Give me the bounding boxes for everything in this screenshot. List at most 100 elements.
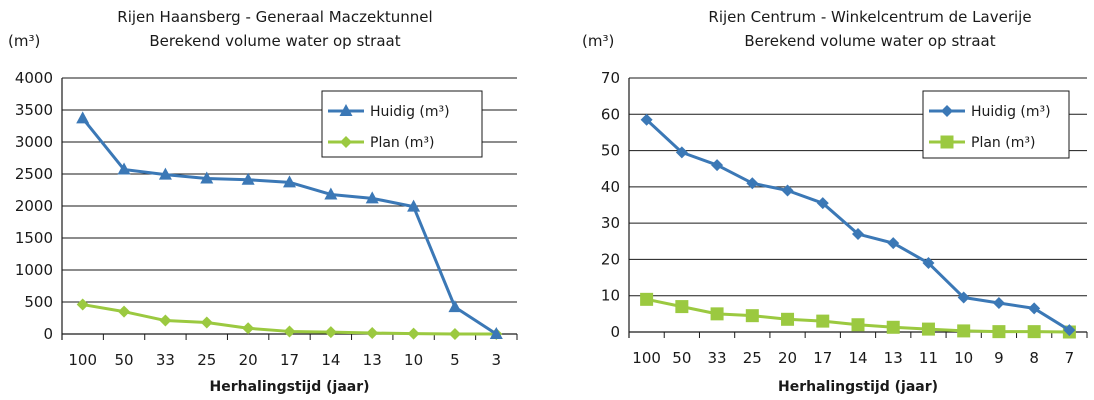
data-point — [366, 327, 379, 340]
y-tick-label: 1000 — [15, 261, 53, 279]
data-point — [448, 300, 462, 313]
data-point — [324, 326, 337, 339]
x-axis-title: Herhalingstijd (jaar) — [209, 379, 369, 395]
data-point — [922, 257, 935, 270]
chart-title: Rijen Centrum - Winkelcentrum de Laverij… — [708, 8, 1031, 26]
legend-marker — [340, 136, 352, 148]
data-point — [200, 171, 214, 184]
legend-marker — [941, 105, 953, 117]
data-point — [76, 298, 89, 311]
data-point — [283, 325, 296, 338]
y-tick-label: 3500 — [15, 101, 53, 119]
data-point — [921, 322, 935, 336]
y-tick-label: 10 — [601, 287, 620, 305]
chart-subtitle: Berekend volume water op straat — [744, 32, 995, 50]
data-point — [1063, 324, 1076, 337]
legend-label: Huidig (m³) — [971, 104, 1051, 120]
x-tick-label: 10 — [954, 349, 973, 367]
data-point — [241, 172, 255, 185]
chart-subtitle: Berekend volume water op straat — [149, 32, 400, 50]
y-tick-label: 4000 — [15, 69, 53, 87]
data-point — [489, 327, 503, 339]
y-tick-label: 2000 — [15, 197, 53, 215]
data-point — [746, 177, 759, 190]
y-tick-label: 0 — [610, 323, 620, 341]
data-point — [76, 111, 90, 124]
data-point — [1028, 302, 1041, 315]
data-point — [242, 322, 255, 335]
x-tick-label: 13 — [363, 351, 382, 369]
y-tick-label: 40 — [601, 178, 620, 196]
data-point — [992, 296, 1005, 309]
data-point — [117, 162, 131, 175]
data-point — [283, 175, 296, 188]
y-tick-label: 1500 — [15, 229, 53, 247]
legend-box — [321, 90, 483, 158]
legend-label: Plan (m³) — [971, 135, 1035, 151]
data-point — [711, 159, 724, 172]
data-point — [886, 320, 900, 334]
x-tick-label: 14 — [848, 349, 867, 367]
y-tick-label: 70 — [601, 69, 620, 87]
data-point — [887, 237, 900, 250]
data-point — [407, 327, 420, 340]
x-axis-title: Herhalingstijd (jaar) — [778, 379, 938, 395]
x-tick-label: 10 — [404, 351, 423, 369]
x-tick-label: 100 — [68, 351, 97, 369]
y-tick-label: 30 — [601, 214, 620, 232]
x-tick-label: 8 — [1029, 349, 1039, 367]
x-tick-label: 20 — [239, 351, 258, 369]
legend-marker — [339, 104, 353, 116]
chart-centrum: Rijen Centrum - Winkelcentrum de Laverij… — [582, 8, 1088, 395]
y-axis-unit: (m³) — [8, 32, 40, 50]
data-point — [324, 187, 338, 200]
x-tick-label: 5 — [450, 351, 460, 369]
x-tick-label: 25 — [743, 349, 762, 367]
data-point — [710, 307, 724, 321]
x-tick-label: 25 — [197, 351, 216, 369]
data-point — [675, 300, 689, 314]
data-point — [781, 312, 795, 326]
y-tick-label: 0 — [43, 325, 53, 343]
data-point — [118, 305, 131, 318]
data-point — [851, 318, 865, 332]
data-point — [781, 184, 794, 197]
x-tick-label: 33 — [708, 349, 727, 367]
data-point — [640, 292, 654, 306]
y-tick-label: 20 — [601, 250, 620, 268]
x-tick-label: 17 — [280, 351, 299, 369]
x-tick-label: 17 — [813, 349, 832, 367]
data-point — [158, 167, 172, 180]
legend-marker — [940, 135, 954, 149]
x-tick-label: 7 — [1065, 349, 1075, 367]
legend-label: Plan (m³) — [370, 135, 434, 151]
data-point — [407, 199, 421, 212]
data-point — [816, 197, 829, 210]
data-point — [159, 314, 172, 327]
x-tick-label: 50 — [672, 349, 691, 367]
legend-label: Huidig (m³) — [370, 104, 450, 120]
data-point — [816, 314, 830, 328]
chart-title: Rijen Haansberg - Generaal Maczektunnel — [117, 8, 432, 26]
y-tick-label: 60 — [601, 105, 620, 123]
data-point — [852, 228, 864, 241]
data-point — [448, 328, 461, 340]
data-point — [365, 191, 379, 204]
y-tick-label: 2500 — [15, 165, 53, 183]
x-tick-label: 20 — [778, 349, 797, 367]
data-point — [745, 309, 759, 323]
x-tick-label: 14 — [321, 351, 340, 369]
data-point — [1027, 325, 1041, 339]
chart-haansberg: Rijen Haansberg - Generaal Maczektunnel B… — [8, 8, 518, 395]
y-tick-label: 50 — [601, 142, 620, 160]
data-point — [992, 325, 1006, 339]
x-tick-label: 50 — [114, 351, 133, 369]
x-tick-label: 3 — [492, 351, 502, 369]
y-axis-unit: (m³) — [582, 32, 614, 50]
data-point — [200, 316, 213, 329]
x-tick-label: 9 — [994, 349, 1004, 367]
x-tick-label: 100 — [632, 349, 661, 367]
y-tick-label: 500 — [24, 293, 53, 311]
x-tick-label: 13 — [884, 349, 903, 367]
data-point — [957, 324, 971, 338]
